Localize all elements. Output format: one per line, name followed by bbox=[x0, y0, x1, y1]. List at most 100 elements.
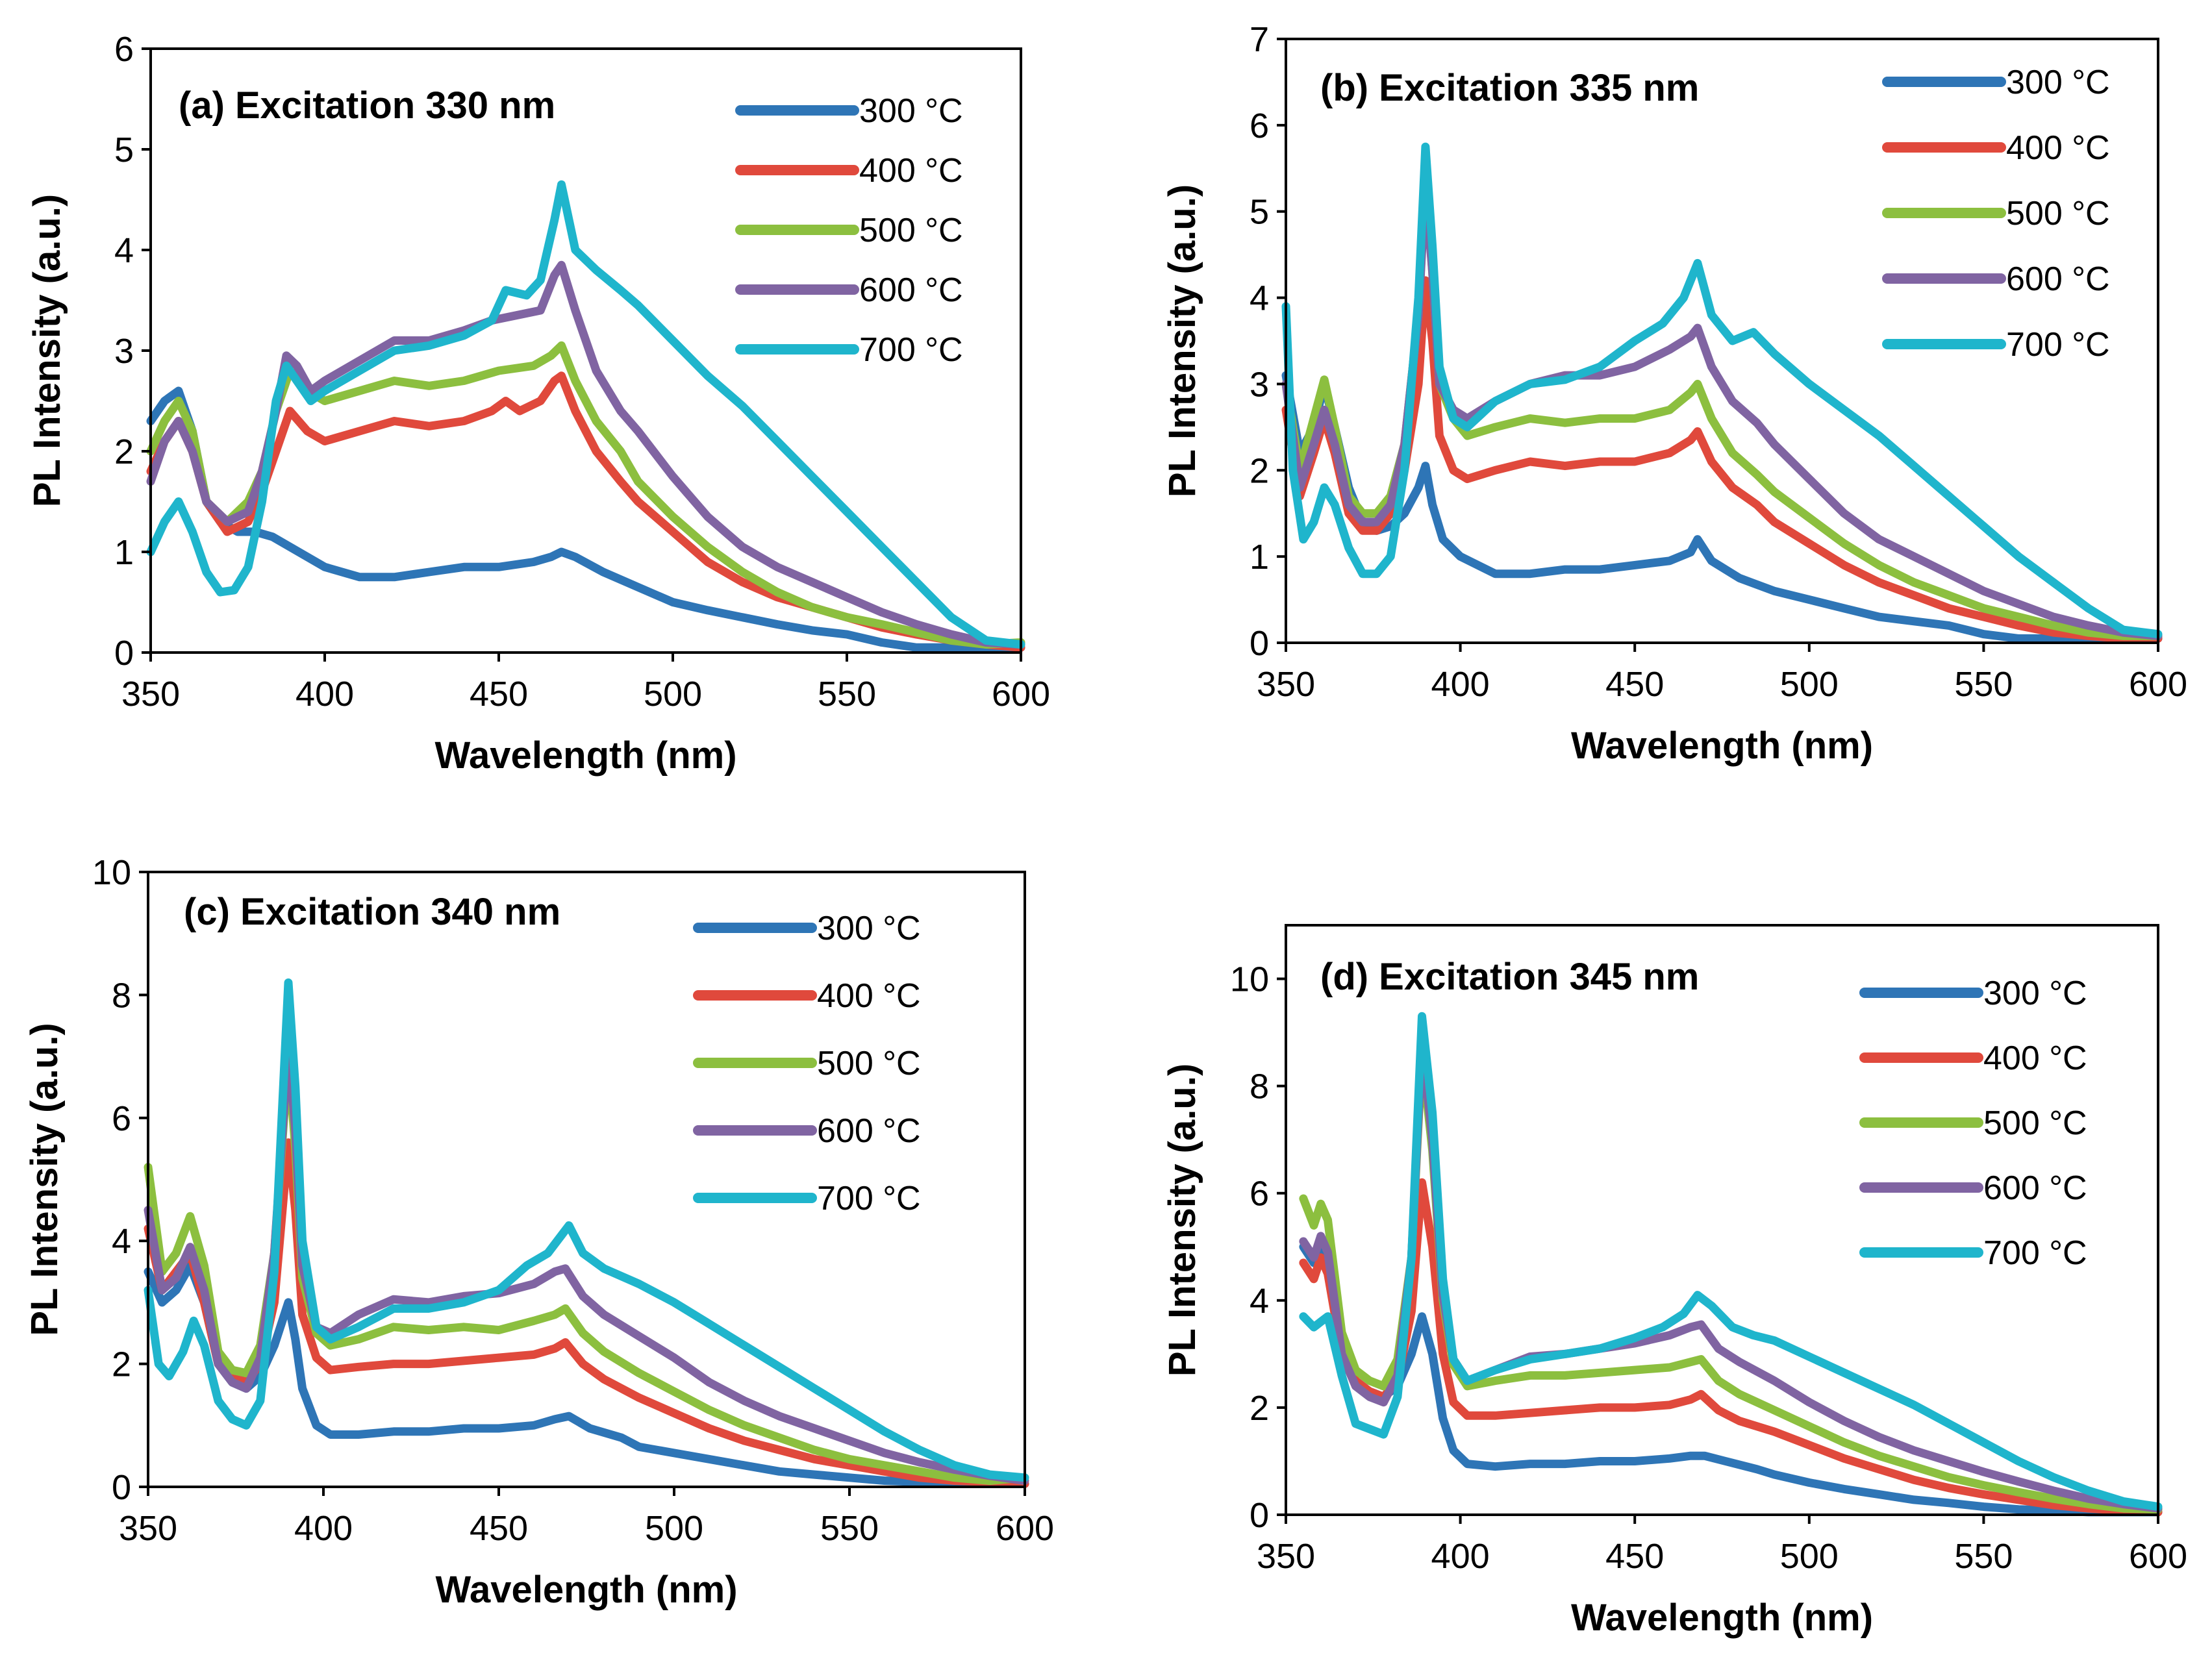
y-tick-label: 10 bbox=[1230, 960, 1269, 999]
series-line-400c bbox=[1281, 276, 2163, 643]
y-tick-label: 2 bbox=[1250, 451, 1269, 490]
x-tick-label: 600 bbox=[2129, 1537, 2187, 1576]
chart-svg-d: 350 400 450 500 550 600 0 2 4 6 8 10 Wavelength (nm)… bbox=[1161, 924, 2187, 1639]
legend: 300 °C 400 °C 500 °C 600 °C 700 °C bbox=[693, 910, 921, 1217]
legend-label: 300 °C bbox=[859, 92, 963, 130]
y-tick-label: 1 bbox=[1250, 538, 1269, 577]
x-tick-label: 450 bbox=[470, 675, 528, 714]
series-line-700c bbox=[1299, 1012, 2163, 1512]
series-line-500c bbox=[1299, 1049, 2163, 1514]
y-tick-label: 6 bbox=[1250, 1175, 1269, 1214]
series-group bbox=[144, 978, 1029, 1488]
x-axis-title: Wavelength (nm) bbox=[434, 734, 736, 777]
x-tick-label: 600 bbox=[992, 675, 1050, 714]
legend-label: 400 °C bbox=[1983, 1039, 2087, 1077]
x-tick-label: 500 bbox=[1780, 665, 1839, 704]
legend-label: 300 °C bbox=[1983, 975, 2087, 1012]
y-tick-label: 7 bbox=[1250, 20, 1269, 59]
y-axis-title: PL Intensity (a.u.) bbox=[23, 1023, 66, 1336]
legend-label: 700 °C bbox=[817, 1180, 921, 1217]
legend-label: 500 °C bbox=[859, 212, 963, 249]
legend-label: 700 °C bbox=[859, 331, 963, 369]
x-tick-label: 450 bbox=[1605, 665, 1664, 704]
x-axis-title: Wavelength (nm) bbox=[435, 1569, 737, 1611]
series-line-700c bbox=[1281, 142, 2163, 639]
series-group bbox=[1281, 142, 2163, 643]
legend: 300 °C 400 °C 500 °C 600 °C 700 °C bbox=[1859, 975, 2087, 1272]
series-group bbox=[1299, 1012, 2163, 1517]
chart-title: (d) Excitation 345 nm bbox=[1320, 956, 1699, 998]
y-tick-label: 3 bbox=[114, 332, 134, 371]
series-line-500c bbox=[144, 1052, 1029, 1485]
y-axis-title: PL Intensity (a.u.) bbox=[1161, 184, 1203, 497]
legend-label: 400 °C bbox=[2006, 129, 2110, 167]
legend-label: 500 °C bbox=[2006, 195, 2110, 232]
y-tick-label: 2 bbox=[1250, 1389, 1269, 1428]
legend-label: 400 °C bbox=[859, 152, 963, 190]
series-line-300c bbox=[1299, 1242, 2163, 1517]
x-tick-label: 400 bbox=[295, 675, 354, 714]
x-tick-label: 500 bbox=[645, 1509, 703, 1548]
y-tick-label: 6 bbox=[114, 30, 134, 69]
x-tick-label: 450 bbox=[470, 1509, 528, 1548]
y-tick-label: 4 bbox=[1250, 279, 1269, 318]
y-tick-label: 4 bbox=[114, 231, 134, 270]
y-tick-label: 0 bbox=[1250, 624, 1269, 663]
series-group bbox=[146, 180, 1025, 652]
y-tick-label: 2 bbox=[112, 1345, 131, 1384]
y-tick-label: 4 bbox=[1250, 1282, 1269, 1321]
legend: 300 °C 400 °C 500 °C 600 °C 700 °C bbox=[735, 92, 963, 369]
chart-svg-a: 350 400 450 500 550 600 0 1 2 3 4 5 6 Wavelength (nm)… bbox=[26, 30, 1050, 777]
legend-label: 600 °C bbox=[859, 271, 963, 309]
x-tick-label: 500 bbox=[1780, 1537, 1839, 1576]
x-axis-title: Wavelength (nm) bbox=[1571, 725, 1873, 767]
x-tick-label: 550 bbox=[818, 675, 876, 714]
legend-label: 600 °C bbox=[1983, 1169, 2087, 1207]
chart-panel-b: 350 400 450 500 550 600 0 1 2 3 4 5 6 7 Wavelength (nm… bbox=[1106, 0, 2212, 834]
x-tick-label: 400 bbox=[1431, 1537, 1490, 1576]
y-tick-label: 6 bbox=[1250, 106, 1269, 145]
series-line-400c bbox=[146, 371, 1025, 652]
chart-title: (b) Excitation 335 nm bbox=[1320, 67, 1699, 109]
legend-label: 500 °C bbox=[817, 1045, 921, 1082]
y-tick-label: 0 bbox=[112, 1468, 131, 1507]
chart-title: (a) Excitation 330 nm bbox=[179, 84, 555, 127]
legend-label: 300 °C bbox=[2006, 64, 2110, 101]
x-tick-label: 550 bbox=[1954, 665, 2013, 704]
plot-frame bbox=[1285, 924, 2159, 1516]
series-line-700c bbox=[144, 978, 1029, 1482]
x-tick-label: 350 bbox=[119, 1509, 177, 1548]
x-tick-label: 350 bbox=[1257, 665, 1315, 704]
series-line-600c bbox=[146, 260, 1025, 649]
y-tick-label: 8 bbox=[112, 976, 131, 1015]
x-tick-label: 400 bbox=[294, 1509, 353, 1548]
y-axis-title: PL Intensity (a.u.) bbox=[1161, 1064, 1203, 1376]
legend: 300 °C 400 °C 500 °C 600 °C 700 °C bbox=[1882, 64, 2110, 364]
legend-label: 500 °C bbox=[1983, 1104, 2087, 1142]
y-axis-title: PL Intensity (a.u.) bbox=[26, 194, 68, 507]
y-tick-label: 1 bbox=[114, 533, 134, 572]
y-tick-label: 0 bbox=[1250, 1496, 1269, 1535]
y-tick-label: 2 bbox=[114, 432, 134, 471]
plot-frame bbox=[1285, 38, 2159, 644]
y-tick-label: 8 bbox=[1250, 1067, 1269, 1106]
x-tick-label: 400 bbox=[1431, 665, 1490, 704]
x-tick-label: 550 bbox=[820, 1509, 879, 1548]
x-tick-label: 600 bbox=[2129, 665, 2187, 704]
x-tick-label: 600 bbox=[996, 1509, 1054, 1548]
y-tick-label: 6 bbox=[112, 1099, 131, 1138]
chart-panel-c: 350 400 450 500 550 600 0 2 4 6 8 10 Wavelength (nm)… bbox=[0, 834, 1106, 1668]
chart-panel-d: 350 400 450 500 550 600 0 2 4 6 8 10 Wavelength (nm)… bbox=[1106, 834, 2212, 1668]
legend-label: 700 °C bbox=[1983, 1234, 2087, 1272]
y-tick-label: 0 bbox=[114, 634, 134, 673]
x-axis-title: Wavelength (nm) bbox=[1571, 1597, 1873, 1639]
x-tick-label: 450 bbox=[1605, 1537, 1664, 1576]
y-tick-label: 5 bbox=[114, 131, 134, 169]
chart-panel-a: 350 400 450 500 550 600 0 1 2 3 4 5 6 Wavelength (nm)… bbox=[0, 0, 1106, 834]
series-line-500c bbox=[146, 341, 1025, 649]
series-line-600c bbox=[1281, 181, 2163, 640]
chart-svg-b: 350 400 450 500 550 600 0 1 2 3 4 5 6 7 Wavelength (nm… bbox=[1161, 20, 2187, 767]
y-tick-label: 5 bbox=[1250, 193, 1269, 232]
y-tick-label: 10 bbox=[92, 853, 131, 892]
chart-svg-c: 350 400 450 500 550 600 0 2 4 6 8 10 Wavelength (nm)… bbox=[23, 853, 1054, 1611]
